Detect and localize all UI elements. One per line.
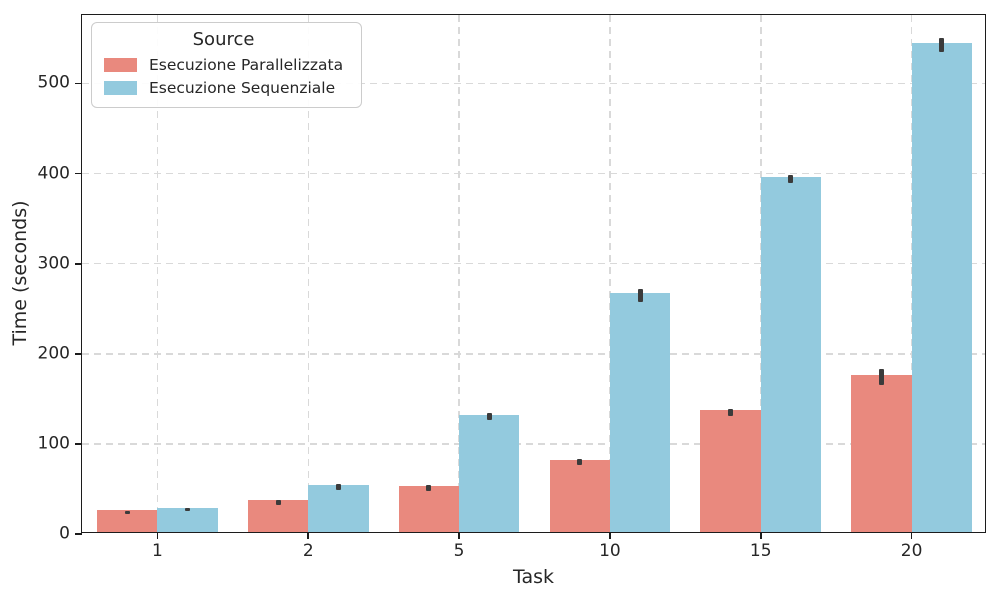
bar-parallel (398, 486, 460, 532)
error-bar (728, 409, 734, 416)
y-tick-label: 300 (37, 253, 70, 274)
x-tick-mark (609, 532, 611, 539)
x-tick-mark (759, 532, 762, 539)
v-gridline (458, 15, 460, 532)
x-axis-label: Task (512, 566, 555, 588)
bar-parallel (851, 375, 912, 532)
y-tick-label: 200 (37, 343, 70, 364)
x-tick-mark (156, 532, 159, 539)
h-gridline (82, 353, 985, 355)
legend: Source Esecuzione Parallelizzata Esecuzio… (91, 22, 363, 108)
error-bar (185, 508, 191, 512)
bar-sequential (609, 293, 671, 532)
y-tick-mark (75, 172, 82, 175)
bar-parallel (247, 500, 309, 532)
bar-parallel (700, 410, 761, 532)
bar-sequential (157, 507, 218, 532)
error-bar (275, 500, 281, 505)
legend-item: Esecuzione Sequenziale (104, 79, 343, 97)
error-bar (335, 484, 341, 490)
h-gridline (82, 262, 985, 265)
h-gridline (82, 443, 985, 445)
bar-sequential (760, 177, 822, 532)
h-gridline (82, 82, 985, 85)
v-gridline (609, 15, 611, 532)
y-tick-mark (75, 533, 82, 535)
error-bar (124, 511, 130, 515)
x-tick-label: 5 (453, 541, 465, 561)
legend-item: Esecuzione Parallelizzata (104, 56, 343, 74)
y-tick-mark (75, 442, 82, 445)
v-gridline (307, 15, 309, 532)
bar-parallel (549, 459, 610, 532)
plot-area: 20 15 10 5 2 1 500 400 300 200 100 0 Source Esecuzi… (38, 14, 986, 588)
legend-item-label: Esecuzione Sequenziale (149, 79, 336, 97)
error-bar (426, 485, 432, 491)
bar-sequential (308, 485, 369, 532)
bar-parallel (97, 510, 158, 532)
x-tick-mark (458, 532, 460, 539)
y-tick-label: 0 (59, 523, 70, 544)
y-axis-label: Time (seconds) (9, 200, 31, 346)
y-tick-mark (75, 352, 82, 355)
error-bar (637, 288, 643, 302)
x-tick-mark (910, 532, 913, 539)
legend-swatch (104, 58, 137, 72)
x-tick-label: 15 (749, 541, 772, 561)
x-tick-label: 10 (599, 541, 621, 561)
error-bar (939, 37, 945, 52)
h-gridline (82, 172, 985, 175)
y-tick-label: 500 (37, 73, 70, 94)
bar-sequential (459, 414, 520, 532)
y-tick-mark (75, 82, 82, 85)
error-bar (486, 413, 492, 421)
error-bar (577, 459, 583, 465)
x-tick-label: 20 (900, 541, 923, 561)
x-tick-label: 1 (151, 541, 163, 561)
bar-sequential (911, 42, 972, 532)
x-tick-mark (307, 532, 310, 539)
y-tick-label: 400 (37, 163, 70, 184)
legend-item-label: Esecuzione Parallelizzata (149, 56, 344, 74)
legend-swatch (104, 81, 137, 95)
legend-items: Esecuzione Parallelizzata Esecuzione Sequ… (104, 56, 343, 97)
error-bar (788, 175, 794, 183)
legend-title: Source (192, 29, 255, 50)
y-tick-label: 100 (37, 433, 70, 454)
y-tick-mark (75, 262, 82, 265)
error-bar (878, 369, 884, 386)
x-tick-label: 2 (302, 541, 314, 561)
v-gridline (156, 15, 159, 532)
